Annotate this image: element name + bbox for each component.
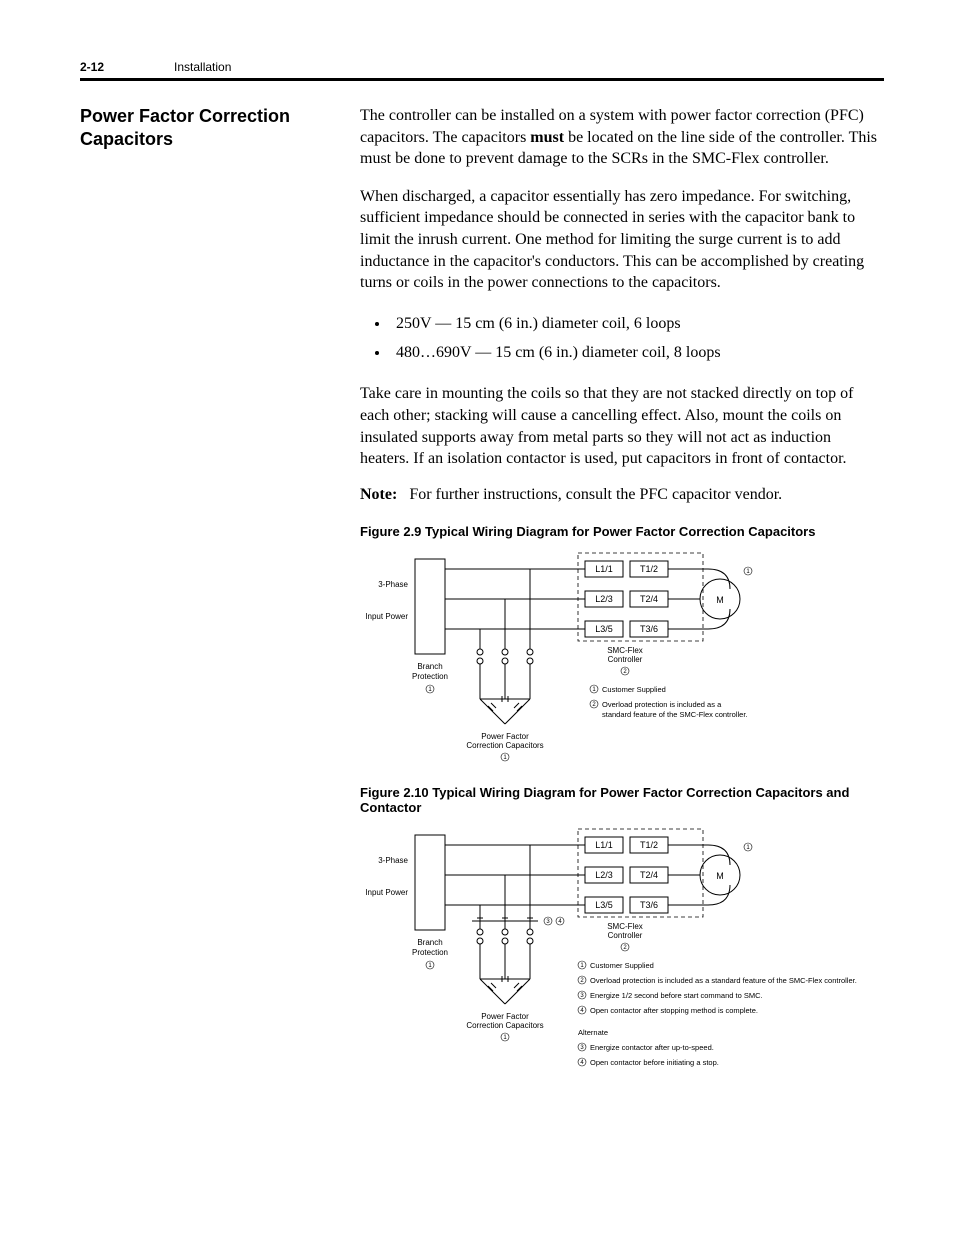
svg-text:2: 2 <box>580 978 584 984</box>
note-text: For further instructions, consult the PF… <box>409 486 782 503</box>
svg-text:SMC-Flex: SMC-Flex <box>607 646 643 655</box>
page-header: 2-12 Installation <box>80 60 884 81</box>
svg-text:L3/5: L3/5 <box>595 900 613 910</box>
svg-text:T2/4: T2/4 <box>640 594 658 604</box>
note-label: Note: <box>360 486 397 503</box>
svg-text:Controller: Controller <box>608 931 643 940</box>
bullet-1: 250V — 15 cm (6 in.) diameter coil, 6 lo… <box>390 310 884 339</box>
svg-text:Overload protection is include: Overload protection is included as a sta… <box>590 976 857 985</box>
page-section-name: Installation <box>174 60 231 74</box>
svg-text:3: 3 <box>546 919 550 925</box>
svg-text:Protection: Protection <box>412 672 448 681</box>
svg-text:1: 1 <box>592 687 596 693</box>
svg-text:Energize 1/2 second before sta: Energize 1/2 second before start command… <box>590 991 763 1000</box>
svg-text:2: 2 <box>592 702 596 708</box>
svg-text:T3/6: T3/6 <box>640 900 658 910</box>
svg-text:Correction Capacitors: Correction Capacitors <box>466 741 543 750</box>
svg-text:3-Phase: 3-Phase <box>378 856 408 865</box>
page-number: 2-12 <box>80 60 104 74</box>
svg-text:Customer Supplied: Customer Supplied <box>590 961 654 970</box>
svg-text:1: 1 <box>580 963 584 969</box>
svg-text:T3/6: T3/6 <box>640 624 658 634</box>
figure-2-9-caption: Figure 2.9 Typical Wiring Diagram for Po… <box>360 524 884 539</box>
svg-text:Input Power: Input Power <box>365 612 408 621</box>
svg-text:Branch: Branch <box>417 662 442 671</box>
svg-text:3: 3 <box>580 993 584 999</box>
paragraph-2: When discharged, a capacitor essentially… <box>360 186 884 294</box>
coil-spec-list: 250V — 15 cm (6 in.) diameter coil, 6 lo… <box>390 310 884 368</box>
svg-text:1: 1 <box>746 845 750 851</box>
svg-text:Customer Supplied: Customer Supplied <box>602 685 666 694</box>
svg-text:SMC-Flex: SMC-Flex <box>607 922 643 931</box>
paragraph-1: The controller can be installed on a sys… <box>360 105 884 170</box>
svg-text:1: 1 <box>428 687 432 693</box>
left-column: Power Factor Correction Capacitors <box>80 105 340 1133</box>
svg-text:L1/1: L1/1 <box>595 564 613 574</box>
svg-text:1: 1 <box>746 569 750 575</box>
figure-2-9-diagram: 3-Phase Input Power Branch Protection 1 … <box>360 549 884 769</box>
svg-text:Power Factor: Power Factor <box>481 732 529 741</box>
svg-text:4: 4 <box>558 919 562 925</box>
svg-text:Open contactor after stopping: Open contactor after stopping method is … <box>590 1006 758 1015</box>
svg-text:T1/2: T1/2 <box>640 840 658 850</box>
svg-text:Input Power: Input Power <box>365 888 408 897</box>
svg-text:M: M <box>716 595 724 605</box>
svg-text:1: 1 <box>428 963 432 969</box>
right-column: The controller can be installed on a sys… <box>360 105 884 1133</box>
svg-text:Overload protection is include: Overload protection is included as a <box>602 700 722 709</box>
svg-text:4: 4 <box>580 1060 584 1066</box>
p1-emphasis: must <box>530 129 564 146</box>
svg-text:Protection: Protection <box>412 948 448 957</box>
svg-text:1: 1 <box>503 1035 507 1041</box>
paragraph-3: Take care in mounting the coils so that … <box>360 383 884 469</box>
figure-2-10-caption: Figure 2.10 Typical Wiring Diagram for P… <box>360 785 884 815</box>
svg-text:2: 2 <box>623 669 627 675</box>
svg-text:Open contactor before initiati: Open contactor before initiating a stop. <box>590 1058 719 1067</box>
svg-text:3: 3 <box>580 1045 584 1051</box>
svg-text:Branch: Branch <box>417 938 442 947</box>
svg-text:standard feature of the SMC-Fl: standard feature of the SMC-Flex control… <box>602 710 748 719</box>
svg-text:1: 1 <box>503 755 507 761</box>
svg-text:L2/3: L2/3 <box>595 870 613 880</box>
svg-text:L1/1: L1/1 <box>595 840 613 850</box>
svg-text:M: M <box>716 871 724 881</box>
svg-text:T1/2: T1/2 <box>640 564 658 574</box>
svg-text:T2/4: T2/4 <box>640 870 658 880</box>
figure-2-10-diagram: 3-Phase Input Power Branch Protection 1 … <box>360 825 884 1125</box>
svg-text:Power Factor: Power Factor <box>481 1012 529 1021</box>
svg-text:4: 4 <box>580 1008 584 1014</box>
svg-text:Energize contactor after up-to: Energize contactor after up-to-speed. <box>590 1043 714 1052</box>
content-columns: Power Factor Correction Capacitors The c… <box>80 105 884 1133</box>
svg-text:L2/3: L2/3 <box>595 594 613 604</box>
note-line: Note: For further instructions, consult … <box>360 486 884 504</box>
svg-text:Correction Capacitors: Correction Capacitors <box>466 1021 543 1030</box>
svg-text:2: 2 <box>623 945 627 951</box>
svg-text:Alternate: Alternate <box>578 1028 608 1037</box>
svg-text:Controller: Controller <box>608 655 643 664</box>
svg-text:L3/5: L3/5 <box>595 624 613 634</box>
svg-text:3-Phase: 3-Phase <box>378 580 408 589</box>
bullet-2: 480…690V — 15 cm (6 in.) diameter coil, … <box>390 339 884 368</box>
section-heading: Power Factor Correction Capacitors <box>80 105 340 152</box>
